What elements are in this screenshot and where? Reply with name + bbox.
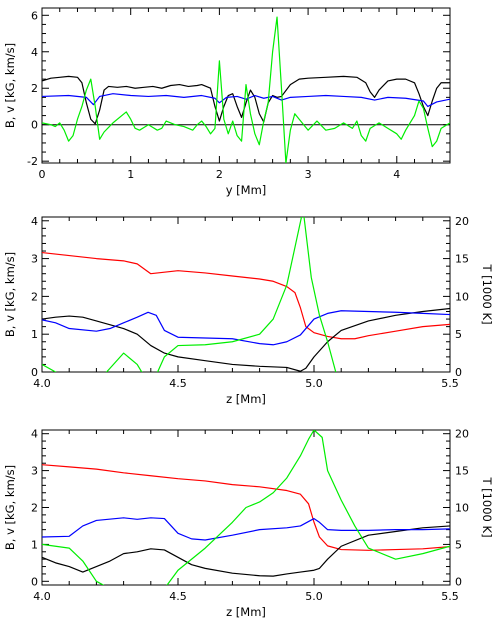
- y2-tick-label: 15: [455, 465, 469, 478]
- x-tick-label: 4: [393, 168, 400, 181]
- panel-2: 4.04.55.05.50123405101520T [1000 K]z [Mm…: [3, 215, 492, 406]
- x-axis-label: z [Mm]: [226, 392, 266, 406]
- x-tick-label: 4.0: [33, 377, 51, 390]
- x-tick-label: 5.5: [441, 377, 459, 390]
- series-line: [42, 75, 450, 125]
- y2-tick-label: 0: [455, 366, 462, 379]
- x-tick-label: 3: [305, 168, 312, 181]
- x-tick-label: 1: [127, 168, 134, 181]
- y2-tick-label: 15: [455, 253, 469, 266]
- y-tick-label: 4: [31, 215, 38, 228]
- x-tick-label: 5.5: [441, 590, 459, 603]
- y-tick-label: 2: [31, 502, 38, 515]
- series-line: [42, 16, 450, 163]
- y-tick-label: 4: [31, 428, 38, 441]
- y-tick-label: 0: [31, 119, 38, 132]
- y2-tick-label: 10: [455, 290, 469, 303]
- series-line: [42, 93, 450, 108]
- y-axis-label: B, v [kG, km/s]: [3, 43, 17, 128]
- y-tick-label: 3: [31, 253, 38, 266]
- y2-tick-label: 10: [455, 502, 469, 515]
- x-tick-label: 0: [39, 168, 46, 181]
- x-tick-label: 4.5: [169, 590, 187, 603]
- series-line: [42, 517, 450, 541]
- x-tick-label: 4.0: [33, 590, 51, 603]
- x-tick-label: 5.0: [305, 590, 323, 603]
- panel-3: 4.0 4.5 5.0 5.5 0 1 2 3 4 0 5 10 15 20 T [1000 K] z [Mm…: [3, 428, 492, 619]
- y-tick-label: 1: [31, 328, 38, 341]
- series-line: [42, 251, 450, 340]
- y-tick-label: 6: [31, 9, 38, 22]
- x-tick-label: 5.0: [305, 377, 323, 390]
- x-axis-label: y [Mm]: [226, 183, 267, 197]
- x-axis-label: z [Mm]: [226, 605, 266, 619]
- y-tick-label: 3: [31, 465, 38, 478]
- plot-frame: [41, 216, 451, 373]
- y-axis-label: B, v [kG, km/s]: [3, 252, 17, 337]
- series-group: [42, 430, 450, 585]
- x-tick-label: 4.5: [169, 377, 187, 390]
- y2-tick-label: 0: [455, 575, 462, 588]
- series-line: [42, 307, 450, 372]
- plot-frame: [41, 7, 451, 164]
- y2-axis-label: T [1000 K]: [480, 476, 492, 537]
- series-line: [42, 430, 450, 585]
- y-tick-label: 2: [31, 290, 38, 303]
- y-tick-label: -2: [27, 155, 38, 168]
- y2-tick-label: 20: [455, 215, 469, 228]
- series-line: [42, 310, 450, 346]
- y-axis-label: B, v [kG, km/s]: [3, 465, 17, 550]
- x-tick-label: 2: [216, 168, 223, 181]
- y-tick-label: 2: [31, 82, 38, 95]
- series-group: [42, 16, 450, 163]
- series-line: [42, 217, 337, 372]
- series-line: [42, 464, 450, 551]
- y2-tick-label: 5: [455, 328, 462, 341]
- y-tick-label: 1: [31, 538, 38, 551]
- series-line: [42, 525, 450, 577]
- y-tick-label: 0: [31, 575, 38, 588]
- y2-tick-label: 20: [455, 428, 469, 441]
- y2-axis-label: T [1000 K]: [480, 263, 492, 324]
- series-group: [42, 217, 450, 372]
- y-tick-label: 4: [31, 46, 38, 59]
- y-tick-label: 0: [31, 366, 38, 379]
- y2-tick-label: 5: [455, 538, 462, 551]
